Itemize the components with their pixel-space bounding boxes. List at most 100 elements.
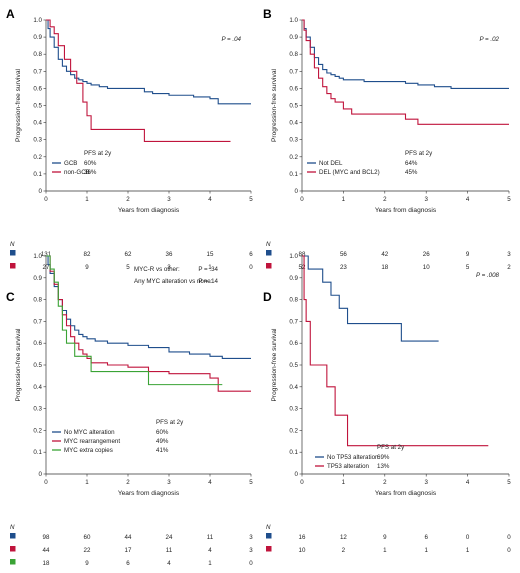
y-tick-label: 1.0 xyxy=(33,253,42,260)
x-tick-label: 1 xyxy=(85,196,89,203)
risk-row-marker xyxy=(266,263,272,269)
risk-count: 0 xyxy=(249,264,253,271)
x-tick-label: 5 xyxy=(249,479,253,486)
y-tick-label: 0.9 xyxy=(33,275,42,282)
x-tick-label: 1 xyxy=(342,196,346,203)
y-tick-label: 0.5 xyxy=(33,362,42,369)
risk-count: 11 xyxy=(166,547,173,554)
risk-count: 36 xyxy=(166,251,173,258)
risk-count: 4 xyxy=(167,560,171,567)
p-value: P = .14 xyxy=(198,278,218,285)
risk-count: 15 xyxy=(207,251,214,258)
y-tick-label: 0.4 xyxy=(33,384,42,391)
y-tick-label: 0.6 xyxy=(33,85,42,92)
x-tick-label: 0 xyxy=(300,196,304,203)
km-curve xyxy=(302,19,509,125)
km-curve xyxy=(46,19,231,142)
km-curve xyxy=(46,255,223,386)
legend-title: PFS at 2y xyxy=(377,444,405,451)
risk-count: 9 xyxy=(383,534,387,541)
panel-b: B00.10.20.30.40.50.60.70.80.91.00 1 2 3 4 5Ye… xyxy=(263,7,511,271)
risk-count: 12 xyxy=(340,534,347,541)
x-tick-label: 1 xyxy=(85,479,89,486)
risk-count: 16 xyxy=(299,534,306,541)
y-axis-label: Progression-free survival xyxy=(15,69,22,142)
x-axis-label: Years from diagnosis xyxy=(118,207,180,214)
risk-count: 56 xyxy=(340,251,347,258)
risk-count: 10 xyxy=(299,547,306,554)
risk-count: 10 xyxy=(423,264,430,271)
x-tick-label: 0 xyxy=(300,479,304,486)
y-tick-label: 0.4 xyxy=(289,384,298,391)
x-axis-label: Years from diagnosis xyxy=(375,490,437,497)
legend: PFS at 2y No MYC alteration 60% MYC rearran… xyxy=(52,419,184,454)
y-tick-label: 0.7 xyxy=(33,318,42,325)
y-axis-label: Progression-free survival xyxy=(15,328,22,401)
legend-pfs: 13% xyxy=(377,463,390,470)
risk-count: 0 xyxy=(507,534,511,541)
risk-row-marker xyxy=(266,546,272,552)
y-tick-label: 0.1 xyxy=(289,449,298,456)
km-curve xyxy=(302,19,509,89)
x-tick-label: 5 xyxy=(507,196,511,203)
risk-count: 9 xyxy=(85,264,89,271)
x-tick-label: 0 xyxy=(44,479,48,486)
risk-count: 2 xyxy=(507,264,511,271)
p-value: P = .34 xyxy=(198,266,218,273)
risk-count: 11 xyxy=(207,534,214,541)
risk-count: 4 xyxy=(208,547,212,554)
x-tick-label: 1 xyxy=(342,479,346,486)
y-tick-label: 0.2 xyxy=(33,427,42,434)
legend-label: No TP53 alteration xyxy=(327,454,379,461)
x-tick-label: 3 xyxy=(167,479,171,486)
risk-count: 24 xyxy=(166,534,173,541)
y-tick-label: 0.5 xyxy=(289,362,298,369)
km-curve xyxy=(302,255,439,342)
y-tick-label: 0.6 xyxy=(33,340,42,347)
legend-title: PFS at 2y xyxy=(156,419,184,426)
legend-label: MYC extra copies xyxy=(64,447,113,454)
risk-count: 1 xyxy=(424,547,428,554)
risk-row-marker xyxy=(266,533,272,539)
x-axis-label: Years from diagnosis xyxy=(375,207,437,214)
x-tick-label: 3 xyxy=(167,196,171,203)
x-tick-label: 4 xyxy=(466,479,470,486)
y-tick-label: 0.8 xyxy=(33,297,42,304)
km-curve xyxy=(46,255,251,360)
y-tick-label: 0.5 xyxy=(289,103,298,110)
legend-label: No MYC alteration xyxy=(64,429,115,436)
y-tick-label: 0.4 xyxy=(33,120,42,127)
legend-title: PFS at 2y xyxy=(405,150,433,157)
x-tick-label: 5 xyxy=(249,196,253,203)
risk-count: 18 xyxy=(43,560,50,567)
legend-pfs: 45% xyxy=(405,169,418,176)
risk-count: 22 xyxy=(84,547,91,554)
risk-count: 62 xyxy=(125,251,132,258)
risk-count: 82 xyxy=(84,251,91,258)
legend-label: GCB xyxy=(64,160,77,167)
y-tick-label: 0.3 xyxy=(289,137,298,144)
y-tick-label: 0.7 xyxy=(289,318,298,325)
risk-row-marker xyxy=(10,263,16,269)
risk-row-marker xyxy=(10,546,16,552)
x-tick-label: 2 xyxy=(383,196,387,203)
x-tick-label: 2 xyxy=(126,196,130,203)
legend-label: TP53 alteration xyxy=(327,463,370,470)
y-tick-label: 1.0 xyxy=(289,253,298,260)
risk-count: 42 xyxy=(381,251,388,258)
risk-count: 1 xyxy=(208,560,212,567)
risk-table: N 98 60 44 24 11 3 44 22 17 11 4 3 18 9 6 4 1 0 xyxy=(10,524,253,567)
panel-label: D xyxy=(263,290,272,304)
y-tick-label: 0.4 xyxy=(289,120,298,127)
y-tick-label: 0.8 xyxy=(33,51,42,58)
y-axis-label: Progression-free survival xyxy=(271,328,278,401)
risk-count: 9 xyxy=(466,251,470,258)
x-tick-label: 4 xyxy=(208,479,212,486)
p-value: P = .02 xyxy=(479,36,499,43)
y-tick-label: 0.3 xyxy=(289,406,298,413)
legend-pfs: 36% xyxy=(84,169,97,176)
panel-a: A 0 0.1 0.2 0.3 0.4 0.5 0.6 0.7 0.8 0.9 1.0 0 1 2 3 4 5 Ye… xyxy=(6,7,253,271)
risk-count: 3 xyxy=(167,264,171,271)
